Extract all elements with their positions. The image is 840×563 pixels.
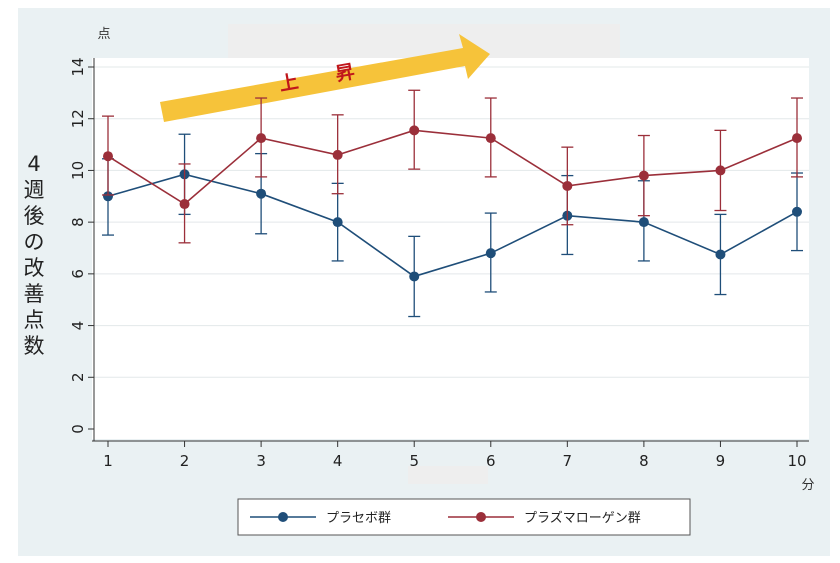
data-point — [103, 191, 113, 202]
x-tick-label: 2 — [180, 452, 190, 470]
data-point — [332, 217, 343, 228]
series-line — [107, 129, 798, 206]
x-tick-label: 10 — [787, 452, 806, 470]
data-point — [485, 248, 496, 259]
series-line — [107, 173, 798, 278]
y-unit-label: 点 — [97, 27, 110, 42]
y-tick-label: 12 — [69, 109, 87, 128]
series-layer — [102, 89, 803, 318]
data-point — [485, 133, 496, 144]
data-point — [409, 271, 420, 282]
x-unit-label: 分 — [801, 478, 814, 493]
x-tick-label: 8 — [639, 452, 649, 470]
data-point — [256, 133, 267, 144]
y-tick-label: 4 — [69, 321, 87, 331]
y-axis-title-char: 改 — [24, 256, 45, 280]
y-tick-label: 10 — [69, 161, 87, 180]
y-axis-title-char: 4 — [27, 152, 40, 176]
x-tick-label: 4 — [333, 452, 343, 470]
series-1 — [102, 89, 803, 244]
data-point — [256, 188, 267, 199]
y-tick-label: 14 — [69, 57, 87, 76]
y-tick-label: 2 — [69, 373, 87, 383]
y-axis-title-char: の — [24, 230, 45, 254]
data-point — [638, 170, 649, 181]
y-axis-title-char: 善 — [24, 282, 45, 306]
data-point — [332, 149, 343, 160]
legend: プラセボ群 プラズマローゲン群 — [237, 498, 691, 536]
data-point — [715, 165, 726, 176]
trend-arrow-shape — [160, 34, 490, 122]
decorative-band — [228, 24, 620, 58]
decorative-band-lower — [408, 466, 488, 484]
legend-marker-plasmalogen — [476, 512, 486, 522]
x-tick-label: 3 — [256, 452, 266, 470]
y-axis-title-char: 点 — [24, 308, 45, 332]
x-axis-ticks: 1 2 3 4 5 6 7 8 9 10 — [103, 441, 807, 470]
data-point — [562, 180, 573, 191]
x-tick-label: 1 — [103, 452, 113, 470]
series-0 — [102, 133, 803, 318]
y-axis-title-char: 週 — [24, 178, 45, 202]
x-tick-label: 6 — [486, 452, 496, 470]
data-point — [638, 217, 649, 228]
x-tick-label: 9 — [716, 452, 726, 470]
plot-area — [92, 58, 809, 439]
data-point — [792, 206, 802, 217]
data-point — [179, 199, 190, 210]
data-point — [409, 125, 420, 136]
y-tick-label: 8 — [69, 217, 87, 227]
legend-label-placebo: プラセボ群 — [326, 511, 391, 526]
data-point — [103, 151, 113, 162]
y-tick-label: 0 — [69, 424, 87, 434]
data-point — [715, 249, 726, 260]
gridlines — [92, 66, 809, 378]
y-axis-ticks: 0 2 4 6 8 10 12 14 — [69, 57, 94, 434]
legend-marker-placebo — [278, 512, 288, 522]
y-axis-title-char: 後 — [24, 204, 45, 228]
x-tick-label: 5 — [409, 452, 419, 470]
legend-label-plasmalogen: プラズマローゲン群 — [524, 510, 641, 526]
y-tick-label: 6 — [69, 269, 87, 279]
y-axis-title-char: 数 — [24, 334, 45, 358]
data-point — [792, 133, 802, 144]
x-tick-label: 7 — [563, 452, 573, 470]
